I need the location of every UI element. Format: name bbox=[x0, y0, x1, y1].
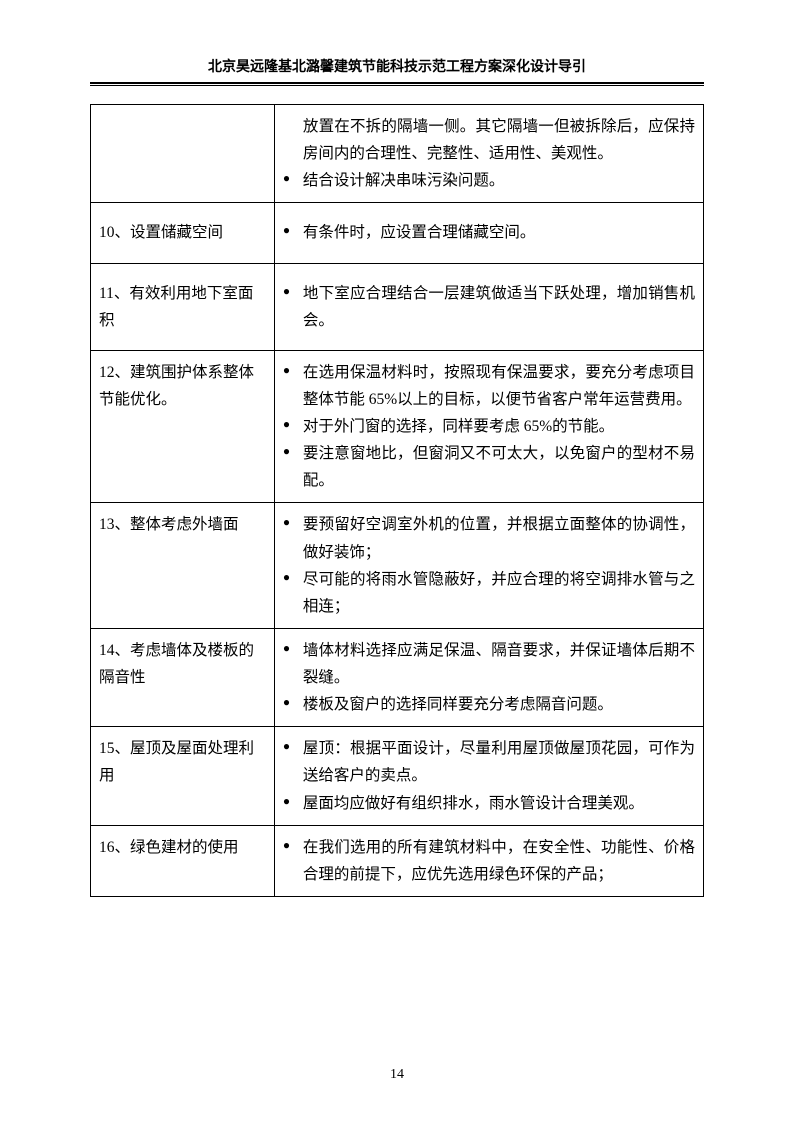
bullet-item: 放置在不拆的隔墙一侧。其它隔墙一但被拆除后，应保持房间内的合理性、完整性、适用性… bbox=[283, 113, 695, 167]
design-guideline-table: 放置在不拆的隔墙一侧。其它隔墙一但被拆除后，应保持房间内的合理性、完整性、适用性… bbox=[90, 104, 704, 897]
bullet-item: 在选用保温材料时，按照现有保温要求，要充分考虑项目整体节能 65%以上的目标，以… bbox=[283, 359, 695, 413]
bullet-item: 楼板及窗户的选择同样要充分考虑隔音问题。 bbox=[283, 691, 695, 718]
bullet-list: 在选用保温材料时，按照现有保温要求，要充分考虑项目整体节能 65%以上的目标，以… bbox=[283, 359, 695, 495]
bullet-item: 地下室应合理结合一层建筑做适当下跃处理，增加销售机会。 bbox=[283, 280, 695, 334]
bullet-item: 在我们选用的所有建筑材料中，在安全性、功能性、价格合理的前提下，应优先选用绿色环… bbox=[283, 834, 695, 888]
table-row: 16、绿色建材的使用在我们选用的所有建筑材料中，在安全性、功能性、价格合理的前提… bbox=[91, 825, 704, 896]
page-number: 14 bbox=[0, 1067, 794, 1083]
table-row: 12、建筑围护体系整体节能优化。在选用保温材料时，按照现有保温要求，要充分考虑项… bbox=[91, 350, 704, 503]
table-row: 14、考虑墙体及楼板的隔音性墙体材料选择应满足保温、隔音要求，并保证墙体后期不裂… bbox=[91, 628, 704, 726]
row-content: 屋顶：根据平面设计，尽量利用屋顶做屋顶花园，可作为送给客户的卖点。屋面均应做好有… bbox=[274, 727, 703, 825]
table-row: 11、有效利用地下室面积地下室应合理结合一层建筑做适当下跃处理，增加销售机会。 bbox=[91, 263, 704, 350]
row-label: 14、考虑墙体及楼板的隔音性 bbox=[91, 628, 275, 726]
bullet-list: 屋顶：根据平面设计，尽量利用屋顶做屋顶花园，可作为送给客户的卖点。屋面均应做好有… bbox=[283, 735, 695, 816]
bullet-list: 要预留好空调室外机的位置，并根据立面整体的协调性，做好装饰；尽可能的将雨水管隐蔽… bbox=[283, 511, 695, 620]
bullet-item: 屋顶：根据平面设计，尽量利用屋顶做屋顶花园，可作为送给客户的卖点。 bbox=[283, 735, 695, 789]
bullet-item: 有条件时，应设置合理储藏空间。 bbox=[283, 219, 695, 246]
bullet-list: 墙体材料选择应满足保温、隔音要求，并保证墙体后期不裂缝。楼板及窗户的选择同样要充… bbox=[283, 637, 695, 718]
page-header-title: 北京昊远隆基北潞馨建筑节能科技示范工程方案深化设计导引 bbox=[90, 56, 704, 82]
row-content: 在选用保温材料时，按照现有保温要求，要充分考虑项目整体节能 65%以上的目标，以… bbox=[274, 350, 703, 503]
row-content: 地下室应合理结合一层建筑做适当下跃处理，增加销售机会。 bbox=[274, 263, 703, 350]
row-content: 有条件时，应设置合理储藏空间。 bbox=[274, 203, 703, 263]
bullet-item: 结合设计解决串味污染问题。 bbox=[283, 167, 695, 194]
row-label: 16、绿色建材的使用 bbox=[91, 825, 275, 896]
page-container: 北京昊远隆基北潞馨建筑节能科技示范工程方案深化设计导引 放置在不拆的隔墙一侧。其… bbox=[0, 0, 794, 1123]
bullet-list: 地下室应合理结合一层建筑做适当下跃处理，增加销售机会。 bbox=[283, 280, 695, 334]
table-row: 放置在不拆的隔墙一侧。其它隔墙一但被拆除后，应保持房间内的合理性、完整性、适用性… bbox=[91, 105, 704, 203]
header-rule-thick bbox=[90, 82, 704, 84]
table-row: 13、整体考虑外墙面要预留好空调室外机的位置，并根据立面整体的协调性，做好装饰；… bbox=[91, 503, 704, 629]
bullet-item: 要注意窗地比，但窗洞又不可太大，以免窗户的型材不易配。 bbox=[283, 440, 695, 494]
table-row: 10、设置储藏空间有条件时，应设置合理储藏空间。 bbox=[91, 203, 704, 263]
row-content: 在我们选用的所有建筑材料中，在安全性、功能性、价格合理的前提下，应优先选用绿色环… bbox=[274, 825, 703, 896]
row-content: 放置在不拆的隔墙一侧。其它隔墙一但被拆除后，应保持房间内的合理性、完整性、适用性… bbox=[274, 105, 703, 203]
bullet-item: 要预留好空调室外机的位置，并根据立面整体的协调性，做好装饰； bbox=[283, 511, 695, 565]
header-rule-thin bbox=[90, 85, 704, 86]
bullet-item: 屋面均应做好有组织排水，雨水管设计合理美观。 bbox=[283, 790, 695, 817]
row-label: 13、整体考虑外墙面 bbox=[91, 503, 275, 629]
bullet-item: 尽可能的将雨水管隐蔽好，并应合理的将空调排水管与之相连； bbox=[283, 566, 695, 620]
row-label: 10、设置储藏空间 bbox=[91, 203, 275, 263]
bullet-list: 在我们选用的所有建筑材料中，在安全性、功能性、价格合理的前提下，应优先选用绿色环… bbox=[283, 834, 695, 888]
row-content: 要预留好空调室外机的位置，并根据立面整体的协调性，做好装饰；尽可能的将雨水管隐蔽… bbox=[274, 503, 703, 629]
table-row: 15、屋顶及屋面处理利用屋顶：根据平面设计，尽量利用屋顶做屋顶花园，可作为送给客… bbox=[91, 727, 704, 825]
bullet-list: 放置在不拆的隔墙一侧。其它隔墙一但被拆除后，应保持房间内的合理性、完整性、适用性… bbox=[283, 113, 695, 194]
row-label: 15、屋顶及屋面处理利用 bbox=[91, 727, 275, 825]
row-label bbox=[91, 105, 275, 203]
bullet-item: 墙体材料选择应满足保温、隔音要求，并保证墙体后期不裂缝。 bbox=[283, 637, 695, 691]
row-content: 墙体材料选择应满足保温、隔音要求，并保证墙体后期不裂缝。楼板及窗户的选择同样要充… bbox=[274, 628, 703, 726]
row-label: 12、建筑围护体系整体节能优化。 bbox=[91, 350, 275, 503]
row-label: 11、有效利用地下室面积 bbox=[91, 263, 275, 350]
bullet-item: 对于外门窗的选择，同样要考虑 65%的节能。 bbox=[283, 413, 695, 440]
bullet-list: 有条件时，应设置合理储藏空间。 bbox=[283, 219, 695, 246]
